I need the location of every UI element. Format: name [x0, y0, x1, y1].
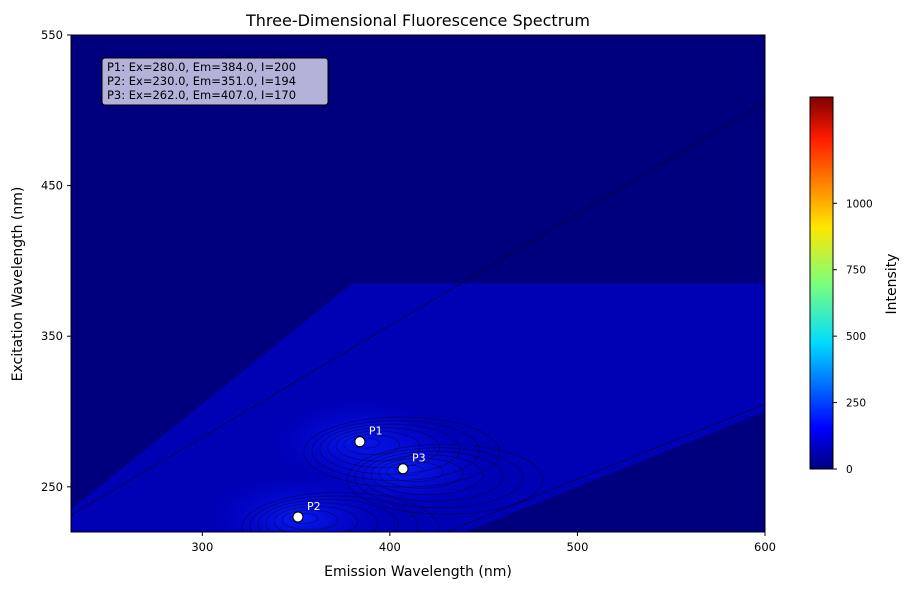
- annotation-line-1: P1: Ex=280.0, Em=384.0, I=200: [107, 60, 296, 74]
- peak-markers: P1 P2 P3: [292, 425, 426, 523]
- peak-marker: [354, 436, 366, 448]
- contour-line: [335, 430, 421, 462]
- y-tick-label: 450: [41, 179, 63, 193]
- colorbar-tick-label: 750: [846, 265, 866, 277]
- chart-title: Three-Dimensional Fluorescence Spectrum: [245, 11, 590, 30]
- y-tick-label: 550: [41, 28, 63, 42]
- x-tick-label: 400: [379, 540, 401, 554]
- plot-frame: [70, 34, 766, 533]
- annotation-box: P1: Ex=280.0, Em=384.0, I=200 P2: Ex=230…: [101, 57, 329, 106]
- contour-line: [241, 492, 439, 532]
- contour-line: [303, 416, 501, 488]
- contour-line: [249, 495, 419, 532]
- x-axis: 300 400 500 600: [191, 532, 776, 554]
- contour-line: [257, 499, 399, 532]
- colorbar: 0 250 500 750 1000 Intensity: [809, 96, 900, 476]
- contour-line: [370, 454, 484, 496]
- x-axis-label: Emission Wavelength (nm): [324, 564, 512, 580]
- contour-line: [319, 423, 461, 475]
- contour-line: [378, 457, 464, 489]
- contour-line: [311, 420, 481, 481]
- annotation-line-3: P3: Ex=262.0, Em=407.0, I=170: [107, 88, 296, 102]
- colorbar-tick-label: 1000: [846, 198, 873, 210]
- peak-label: P3: [412, 452, 426, 465]
- plot-area: [71, 35, 765, 532]
- y-tick-label: 350: [41, 329, 63, 343]
- contour-line: [289, 513, 319, 524]
- y-axis: 250 350 450 550: [41, 28, 71, 494]
- peak-label: P2: [307, 500, 321, 513]
- x-tick-label: 300: [191, 540, 213, 554]
- x-tick-label: 500: [566, 540, 588, 554]
- contour-line: [362, 450, 504, 502]
- y-tick-label: 250: [41, 480, 63, 494]
- colorbar-tick-label: 0: [846, 464, 853, 476]
- annotation-line-2: P2: Ex=230.0, Em=351.0, I=194: [107, 74, 296, 88]
- scatter-contour-line: [71, 102, 765, 516]
- peak-label: P1: [369, 425, 383, 438]
- colorbar-tick-label: 500: [846, 331, 866, 343]
- contour-line: [394, 464, 424, 476]
- contour-line: [273, 506, 359, 532]
- contour-lines: [71, 102, 765, 532]
- colorbar-label: Intensity: [884, 254, 900, 315]
- contour-line: [346, 443, 544, 515]
- peak-marker: [292, 511, 304, 523]
- colorbar-gradient: [809, 96, 834, 470]
- scatter-contour-line: [445, 403, 765, 532]
- contour-line: [281, 509, 339, 531]
- contour-line: [327, 427, 441, 468]
- contour-line: [265, 502, 379, 532]
- colorbar-ticks: 0 250 500 750 1000: [833, 198, 873, 476]
- x-tick-label: 600: [754, 540, 776, 554]
- contour-line: [354, 447, 524, 509]
- contour-line: [351, 437, 381, 449]
- contour-line: [343, 434, 401, 455]
- colorbar-tick-label: 250: [846, 398, 866, 410]
- y-axis-label: Excitation Wavelength (nm): [10, 187, 26, 382]
- peak-marker: [397, 463, 409, 475]
- contour-line: [386, 461, 444, 483]
